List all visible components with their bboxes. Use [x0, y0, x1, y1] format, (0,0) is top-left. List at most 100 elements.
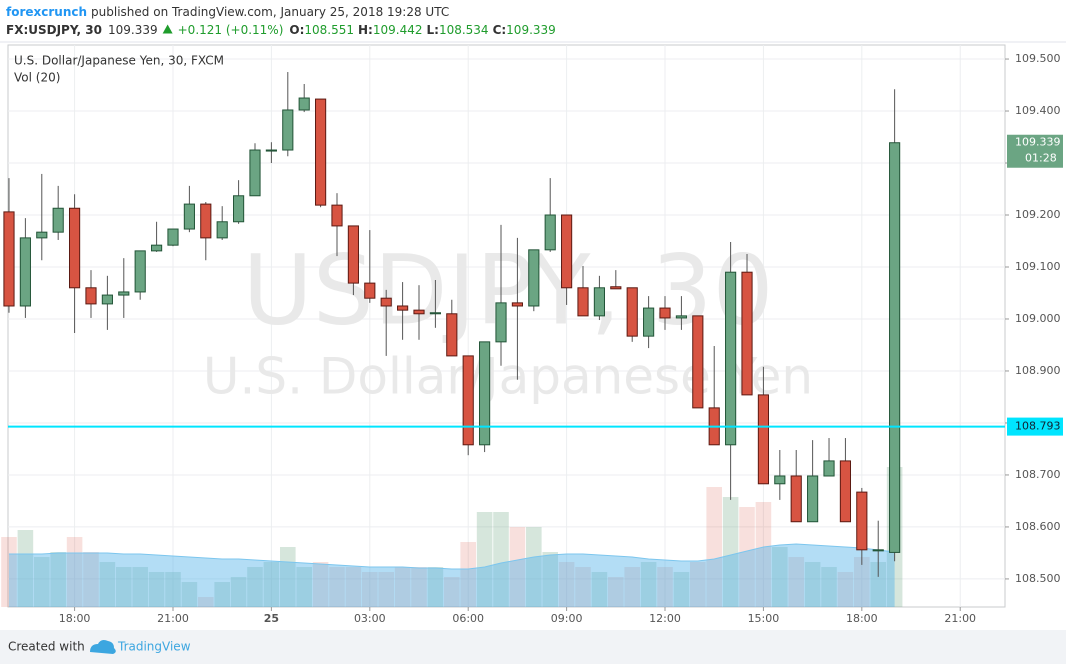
- candle-body: [364, 282, 376, 299]
- candle-body: [774, 475, 786, 485]
- candle-body: [725, 271, 737, 446]
- volume-bar: [214, 582, 230, 607]
- candle-body: [118, 291, 130, 296]
- ohlc-label: C:: [493, 23, 507, 37]
- ohlc-label: H:: [358, 23, 373, 37]
- volume: [1, 467, 903, 607]
- y-tick-label: 109.400: [1015, 104, 1061, 117]
- volume-bar: [296, 567, 312, 607]
- candle-body: [19, 237, 31, 307]
- x-tick-label: 06:00: [452, 612, 484, 625]
- volume-bar: [394, 567, 411, 607]
- candle-body: [741, 271, 753, 396]
- footer: [0, 630, 1066, 664]
- volume-bar: [378, 572, 394, 607]
- candle-body: [626, 287, 638, 337]
- candle-body: [856, 491, 868, 551]
- volume-bar: [690, 562, 706, 607]
- candle-body: [216, 221, 228, 239]
- ohlc: O:108.551 H:109.442 L:108.534 C:109.339: [289, 23, 555, 37]
- volume-bar: [870, 562, 887, 607]
- candle-body: [151, 244, 163, 252]
- candle-body: [397, 305, 409, 311]
- ohlc-label: L:: [426, 23, 438, 37]
- volume-bar: [706, 487, 723, 607]
- volume-bar: [411, 567, 427, 607]
- volume-bar: [427, 567, 444, 607]
- volume-bar: [493, 512, 509, 607]
- candle-body: [249, 149, 261, 197]
- volume-bar: [263, 562, 280, 607]
- volume-bar: [132, 567, 148, 607]
- ohlc-label: O:: [289, 23, 304, 37]
- volume-bar: [722, 497, 739, 607]
- candle-body: [561, 214, 573, 289]
- x-tick-label: 18:00: [846, 612, 878, 625]
- volume-bar: [181, 582, 198, 607]
- watermark-symbol: USDJPY, 30: [242, 234, 773, 346]
- volume-bar: [854, 557, 870, 607]
- volume-bar: [640, 562, 657, 607]
- candle-body: [85, 287, 97, 305]
- volume-ma-line: [8, 543, 895, 570]
- volume-bar: [575, 567, 591, 607]
- volume-bar: [772, 547, 788, 607]
- y-tick-label: 109.100: [1015, 260, 1061, 273]
- candle-body: [757, 394, 770, 485]
- volume-bar: [460, 542, 476, 607]
- up-arrow: [162, 24, 173, 34]
- volume-bar: [657, 567, 673, 607]
- candle-body: [659, 307, 671, 319]
- candle-body: [807, 475, 819, 523]
- volume-bar: [739, 507, 755, 607]
- candle-body: [643, 307, 655, 337]
- volume-bar: [148, 572, 165, 607]
- candle-body: [544, 214, 556, 251]
- volume-bar: [476, 512, 493, 607]
- candle-body: [331, 204, 343, 227]
- candle-body: [134, 250, 146, 293]
- candle-body: [577, 287, 589, 317]
- y-tick-label: 108.600: [1015, 520, 1061, 533]
- volume-bar: [821, 567, 837, 607]
- candle-body: [675, 315, 687, 319]
- candle-body: [479, 341, 491, 446]
- volume-bar: [17, 530, 34, 607]
- x-tick-label: 12:00: [649, 612, 681, 625]
- x-tick-label: 09:00: [551, 612, 583, 625]
- candle-body: [429, 312, 441, 315]
- brand[interactable]: TradingView: [117, 640, 191, 654]
- volume-bar: [591, 572, 608, 607]
- ohlc-value: 109.442: [373, 23, 423, 37]
- countdown: 01:28: [1025, 152, 1057, 165]
- candle-body: [315, 98, 327, 206]
- volume-bar: [755, 502, 772, 607]
- ohlc-value: 108.534: [439, 23, 489, 37]
- volume-bar: [66, 537, 83, 607]
- x-tick-label: 15:00: [748, 612, 780, 625]
- volume-bar: [837, 572, 854, 607]
- volume-bar: [247, 567, 263, 607]
- x-tick-label: 03:00: [354, 612, 386, 625]
- price-line-tag: [1007, 417, 1063, 436]
- candle-body: [265, 149, 277, 152]
- author[interactable]: forexcrunch: [6, 5, 87, 19]
- candle-body: [36, 231, 48, 239]
- y-tick-label: 108.500: [1015, 572, 1061, 585]
- candle-body: [167, 228, 179, 246]
- logo[interactable]: [90, 640, 116, 654]
- volume-bar: [509, 527, 526, 607]
- candle-body: [446, 313, 458, 357]
- published: published on TradingView.com, January 25…: [91, 5, 449, 19]
- candle-body: [413, 309, 425, 315]
- chart-title: U.S. Dollar/Japanese Yen, 30, FXCM: [14, 54, 224, 68]
- volume-bar: [345, 567, 362, 607]
- symbol-line: FX:USDJPY, 30 109.339 +0.121 (+0.11%) O:108…: [6, 23, 556, 37]
- last-price-tag: [1007, 134, 1063, 168]
- candle-body: [298, 97, 310, 111]
- volume-ma-area: [8, 544, 895, 607]
- candle-body: [872, 549, 884, 552]
- x-tick-label: 25: [264, 612, 279, 625]
- volume-bar: [165, 572, 181, 607]
